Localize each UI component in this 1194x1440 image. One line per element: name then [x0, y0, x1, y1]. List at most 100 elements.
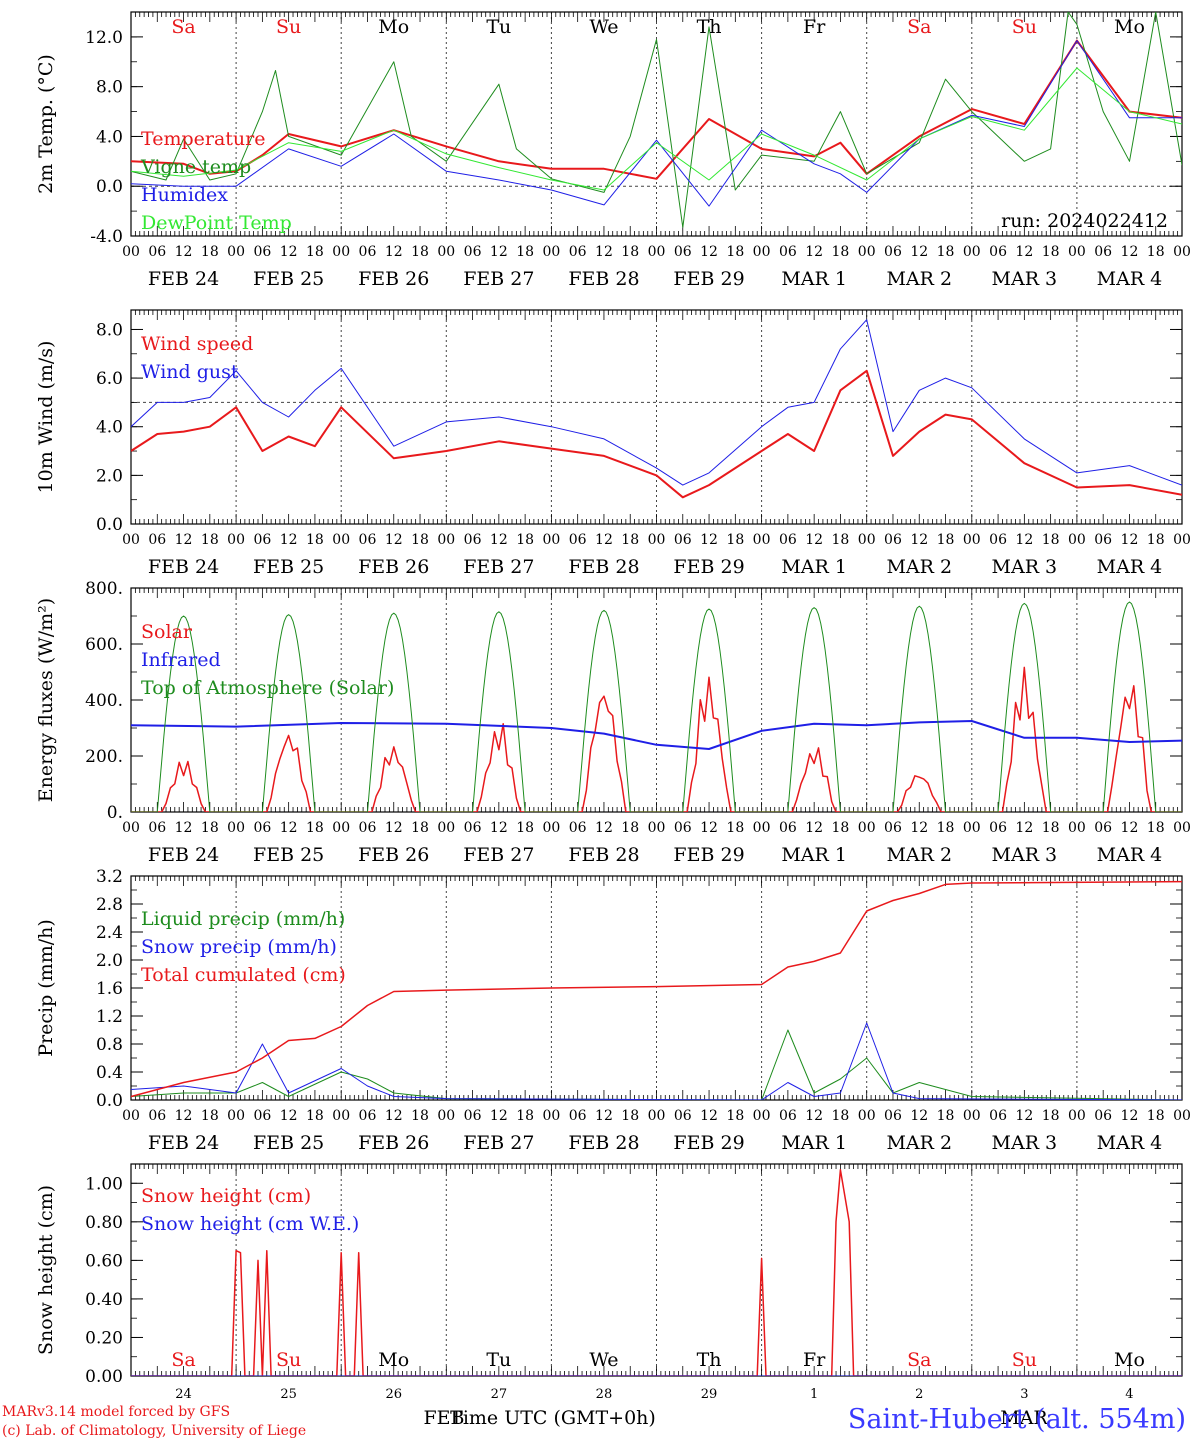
series-line-temperature	[131, 39, 1182, 180]
x-date-label: MAR 4	[1097, 844, 1163, 866]
x-hour-tick-label: 00	[227, 244, 245, 260]
series-line-humidex	[131, 40, 1182, 207]
weekday-label: Mo	[378, 16, 409, 38]
x-hour-tick-label: 12	[910, 1108, 928, 1124]
x-hour-tick-label: 12	[805, 1108, 823, 1124]
x-date-label: FEB 26	[358, 268, 429, 290]
x-date-label: MAR 2	[886, 556, 952, 578]
x-hour-tick-label: 12	[175, 1108, 193, 1124]
x-date-label: MAR 3	[992, 556, 1058, 578]
x-hour-tick-label: 12	[700, 244, 718, 260]
x-hour-tick-label: 18	[726, 244, 744, 260]
x-hour-tick-label: 06	[884, 1108, 902, 1124]
x-hour-tick-label: 00	[963, 532, 981, 548]
y-tick-label: 200.	[85, 747, 123, 767]
y-tick-label: 400.	[85, 691, 123, 711]
series-line-infrared	[131, 720, 1182, 750]
x-day-number: 2	[915, 1387, 923, 1402]
x-hour-tick-label: 06	[359, 532, 377, 548]
x-hour-tick-label: 00	[1068, 532, 1086, 548]
x-date-label: FEB 24	[148, 1132, 219, 1154]
y-tick-label: 3.2	[96, 867, 123, 887]
x-hour-tick-label: 00	[437, 1108, 455, 1124]
x-hour-tick-label: 18	[621, 1108, 639, 1124]
x-hour-tick-label: 18	[1147, 820, 1165, 836]
x-hour-tick-label: 12	[700, 1108, 718, 1124]
x-date-label: FEB 26	[358, 844, 429, 866]
x-hour-tick-label: 00	[227, 820, 245, 836]
x-hour-tick-label: 18	[411, 1108, 429, 1124]
y-tick-label: 0.4	[96, 1063, 123, 1083]
x-hour-tick-label: 00	[648, 532, 666, 548]
legend-entry: Top of Atmosphere (Solar)	[141, 677, 394, 699]
x-hour-tick-label: 12	[700, 820, 718, 836]
y-tick-label: 1.00	[85, 1174, 123, 1194]
x-hour-tick-label: 00	[227, 1108, 245, 1124]
x-hour-tick-label: 12	[595, 244, 613, 260]
x-hour-tick-label: 06	[464, 820, 482, 836]
legend-entry: Wind speed	[141, 333, 253, 355]
weekday-label: Tu	[486, 16, 511, 38]
panel-5: 0.00 0.20 0.40 0.60 0.80 1.00 Snow height (cm)…	[35, 1163, 1183, 1387]
x-hour-tick-label: 06	[779, 1108, 797, 1124]
x-hour-tick-label: 00	[122, 244, 140, 260]
x-hour-tick-label: 18	[1147, 244, 1165, 260]
x-hour-tick-label: 12	[910, 532, 928, 548]
x-hour-tick-label: 12	[490, 820, 508, 836]
legend-entry: Wind gust	[141, 361, 239, 383]
y-tick-label: 0.80	[85, 1213, 123, 1233]
panel-1: -4.0 0.0 4.0 8.0 12.0 2m Temp. (°C) Temperatur…	[35, 11, 1191, 290]
x-hour-tick-label: 18	[832, 1108, 850, 1124]
x-date-label: FEB 24	[148, 268, 219, 290]
x-hour-tick-label: 18	[1042, 244, 1060, 260]
x-hour-tick-label: 12	[385, 244, 403, 260]
x-hour-tick-label: 18	[1147, 532, 1165, 548]
weekday-label: Tu	[486, 1349, 511, 1371]
legend-entry: DewPoint Temp	[141, 212, 292, 234]
weekday-label: Mo	[1114, 1349, 1145, 1371]
x-hour-tick-label: 06	[1094, 244, 1112, 260]
series-line-top-of-atmosphere-solar-	[131, 601, 1182, 812]
x-hour-tick-label: 18	[201, 820, 219, 836]
legend-entry: Vigne temp	[140, 156, 251, 178]
x-hour-tick-label: 12	[1015, 820, 1033, 836]
x-hour-tick-label: 00	[648, 1108, 666, 1124]
series-line-total-cumulated-cm-	[131, 880, 1182, 1098]
y-tick-label: 2.0	[96, 466, 123, 486]
x-hour-tick-label: 00	[332, 244, 350, 260]
x-hour-tick-label: 00	[963, 1108, 981, 1124]
x-date-label: MAR 2	[886, 268, 952, 290]
y-tick-label: 2.8	[96, 895, 123, 915]
x-hour-tick-label: 00	[332, 532, 350, 548]
y-tick-label: -4.0	[90, 227, 123, 247]
x-hour-tick-label: 18	[201, 532, 219, 548]
x-day-number: 27	[491, 1387, 508, 1402]
legend-entry: Humidex	[141, 184, 228, 206]
x-hour-tick-label: 18	[1042, 820, 1060, 836]
x-hour-tick-label: 00	[648, 244, 666, 260]
x-hour-tick-label: 12	[700, 532, 718, 548]
x-hour-tick-label: 12	[1121, 820, 1139, 836]
y-axis-label: Snow height (cm)	[35, 1185, 57, 1355]
x-date-label: MAR 1	[781, 556, 847, 578]
x-hour-tick-label: 06	[359, 244, 377, 260]
x-hour-tick-label: 06	[464, 1108, 482, 1124]
y-axis-label: Energy fluxes (W/m²)	[35, 598, 57, 802]
x-hour-tick-label: 12	[175, 532, 193, 548]
y-tick-label: 0.0	[96, 1091, 123, 1111]
panel-4: 0.0 0.4 0.8 1.2 1.6 2.0 2.4 2.8 3.2 Precip (mm/h)…	[35, 867, 1191, 1154]
series-group	[131, 880, 1182, 1100]
x-date-label: FEB 29	[673, 1132, 744, 1154]
weekday-label: Su	[1012, 1349, 1037, 1371]
x-hour-tick-label: 18	[1042, 1108, 1060, 1124]
x-hour-tick-label: 18	[201, 1108, 219, 1124]
x-hour-tick-label: 00	[753, 820, 771, 836]
legend-entry: Snow precip (mm/h)	[141, 936, 337, 958]
legend-entry: Snow height (cm W.E.)	[141, 1213, 359, 1235]
x-hour-tick-label: 12	[385, 820, 403, 836]
legend-entry: Temperature	[141, 128, 265, 150]
weekday-label: Th	[697, 1349, 722, 1371]
x-hour-tick-label: 00	[437, 820, 455, 836]
x-hour-tick-label: 18	[726, 532, 744, 548]
x-date-label: MAR 2	[886, 844, 952, 866]
